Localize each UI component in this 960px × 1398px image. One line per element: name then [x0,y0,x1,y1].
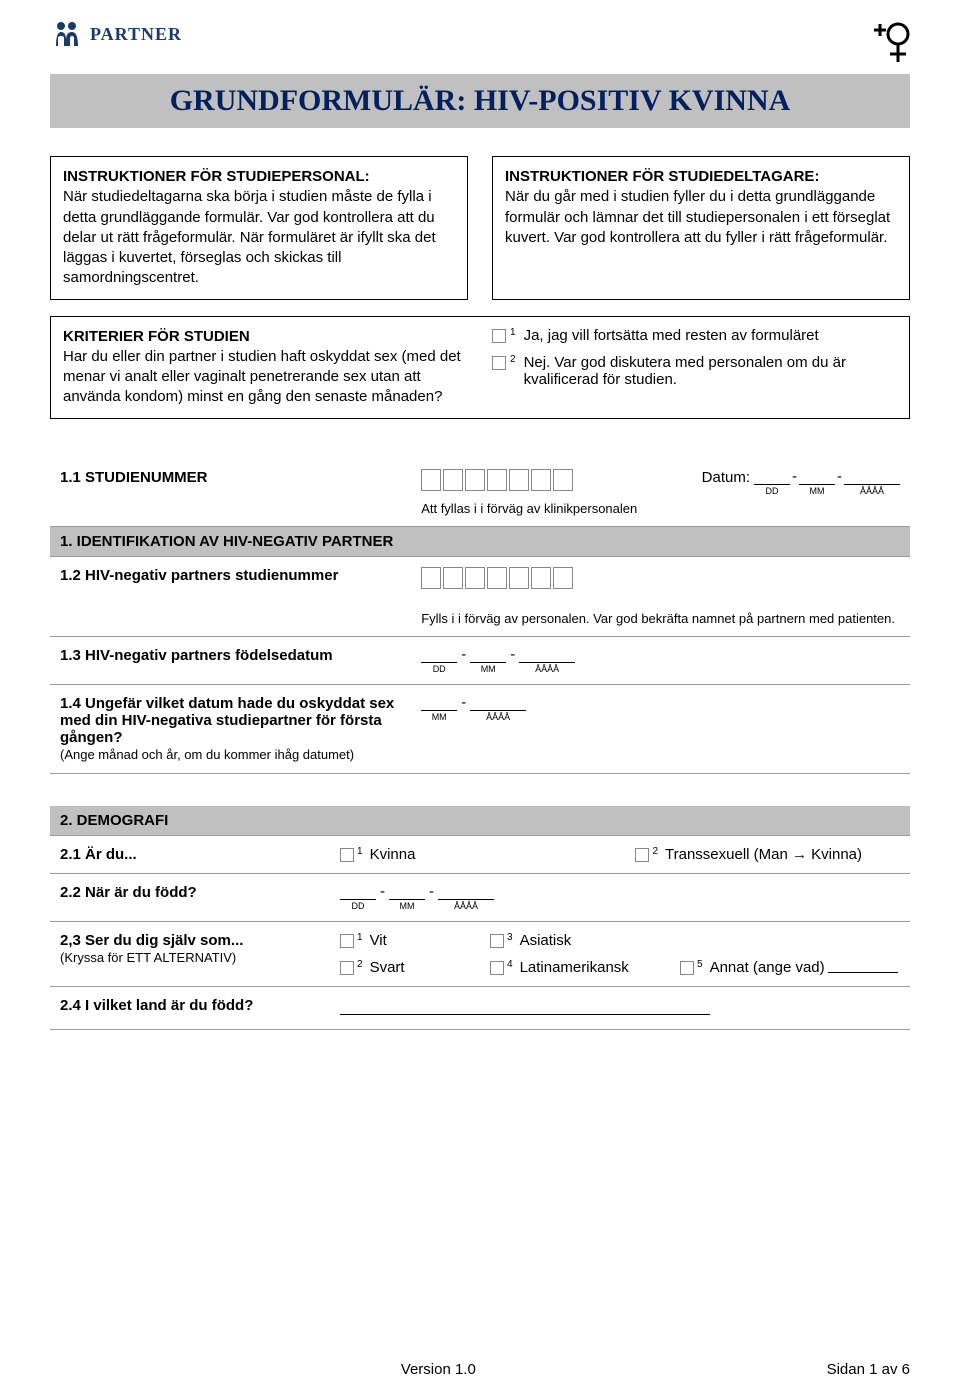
logo-text: PARTNER [90,24,182,45]
partner-study-number-boxes[interactable] [421,567,573,589]
ethnicity-black[interactable] [340,961,354,975]
instructions-staff: INSTRUKTIONER FÖR STUDIEPERSONAL: När st… [50,156,468,300]
female-plus-icon [870,20,910,66]
partner-logo: PARTNER [50,20,182,48]
page: PARTNER GRUNDFORMULÄR: HIV-POSITIV KVINN… [0,0,960,1398]
section-2-table: 2. DEMOGRAFI 2.1 Är du... 1 Kvinna 2 Tra… [50,806,910,1030]
q13-label: 1.3 HIV-negativ partners födelsedatum [50,636,411,684]
q23-label: 2,3 Ser du dig själv som... [60,932,243,949]
country-input[interactable] [340,997,710,1015]
criteria-opt2-label: Nej. Var god diskutera med personalen om… [524,354,897,388]
header: PARTNER [50,20,910,66]
q14-note: (Ange månad och år, om du kommer ihåg da… [60,747,354,762]
instr-staff-body: När studiedeltagarna ska börja i studien… [63,188,436,286]
partner-dob[interactable]: DD - MM - ÅÅÅÅ [421,647,575,674]
sub-2: 2 [510,354,516,365]
ethnicity-other-input[interactable] [828,959,898,973]
form-date[interactable]: Datum: DD - MM - ÅÅÅÅ [702,469,900,496]
study-number-boxes[interactable] [421,469,573,491]
q21-opt2: Transsexuell (Man → Kvinna) [665,846,862,863]
q22-label: 2.2 När är du född? [50,873,330,921]
ethnicity-white[interactable] [340,934,354,948]
page-title: GRUNDFORMULÄR: HIV-POSITIV KVINNA [50,84,910,118]
q14-label: 1.4 Ungefär vilket datum hade du oskydda… [60,695,394,746]
criteria-checkbox-yes[interactable] [492,329,506,343]
criteria-heading: KRITERIER FÖR STUDIEN [63,328,250,345]
section-1-bar: 1. IDENTIFIKATION AV HIV-NEGATIV PARTNER [50,526,910,556]
q21-checkbox-woman[interactable] [340,848,354,862]
footer: Version 1.0 Sidan 1 av 6 [50,1361,910,1378]
q12-label: 1.2 HIV-negativ partners studienummer [50,556,411,636]
criteria-body: Har du eller din partner i studien haft … [63,348,461,406]
ethnicity-latin[interactable] [490,961,504,975]
q21-label: 2.1 Är du... [50,835,330,873]
q12-note: Fylls i i förväg av personalen. Var god … [421,611,900,626]
criteria-checkbox-no[interactable] [492,356,506,370]
footer-version: Version 1.0 [401,1361,476,1378]
q21-checkbox-trans[interactable] [635,848,649,862]
criteria-opt1-label: Ja, jag vill fortsätta med resten av for… [524,327,819,344]
q11-label: 1.1 STUDIENUMMER [50,459,411,527]
date-prefix: Datum: [702,469,750,486]
instr-part-body: När du går med i studien fyller du i det… [505,188,890,246]
sub-1: 1 [510,327,516,338]
q11-note: Att fyllas i i förväg av klinikpersonale… [421,501,637,516]
title-bar: GRUNDFORMULÄR: HIV-POSITIV KVINNA [50,74,910,128]
instruction-row: INSTRUKTIONER FÖR STUDIEPERSONAL: När st… [50,156,910,300]
section-2-bar: 2. DEMOGRAFI [50,806,910,836]
ethnicity-asian[interactable] [490,934,504,948]
people-icon [50,20,86,48]
q21-opt1: Kvinna [370,846,416,863]
instr-staff-heading: INSTRUKTIONER FÖR STUDIEPERSONAL: [63,168,370,185]
instr-part-heading: INSTRUKTIONER FÖR STUDIEDELTAGARE: [505,168,819,185]
ethnicity-other[interactable] [680,961,694,975]
instructions-participant: INSTRUKTIONER FÖR STUDIEDELTAGARE: När d… [492,156,910,300]
footer-page: Sidan 1 av 6 [827,1361,910,1378]
first-unprotected-date[interactable]: MM - ÅÅÅÅ [421,695,526,722]
q23-note: (Kryssa för ETT ALTERNATIV) [60,950,236,965]
q24-label: 2.4 I vilket land är du född? [50,986,330,1029]
criteria-box: KRITERIER FÖR STUDIEN Har du eller din p… [50,316,910,419]
section-1-table: 1.1 STUDIENUMMER Att fyllas i i förväg a… [50,459,910,774]
own-dob[interactable]: DD - MM - ÅÅÅÅ [340,884,494,911]
